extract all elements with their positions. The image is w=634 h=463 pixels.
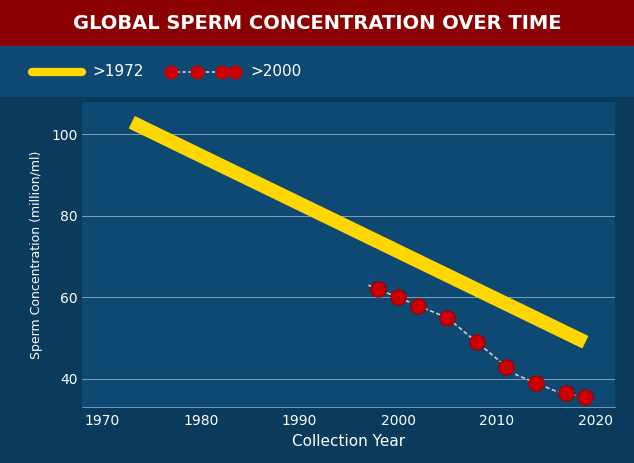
Text: >1972: >1972 [92, 64, 143, 79]
Text: >2000: >2000 [250, 64, 302, 79]
Y-axis label: Sperm Concentration (million/ml): Sperm Concentration (million/ml) [30, 150, 43, 359]
X-axis label: Collection Year: Collection Year [292, 434, 405, 449]
Text: GLOBAL SPERM CONCENTRATION OVER TIME: GLOBAL SPERM CONCENTRATION OVER TIME [73, 13, 561, 33]
